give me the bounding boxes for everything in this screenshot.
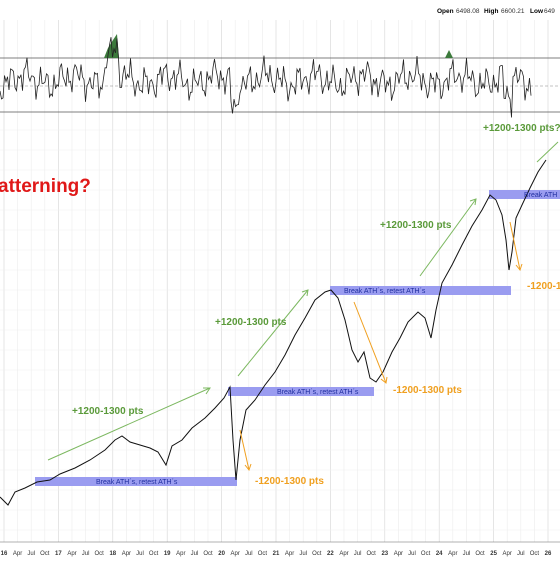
x-tick-label: Jul bbox=[517, 551, 525, 557]
x-tick-label: Apr bbox=[285, 551, 294, 557]
x-tick-label: Jul bbox=[354, 551, 362, 557]
x-tick-label: 25 bbox=[490, 551, 497, 557]
x-tick-label: Jul bbox=[299, 551, 307, 557]
x-tick-label: Oct bbox=[475, 551, 485, 557]
x-tick-label: Oct bbox=[203, 551, 213, 557]
loss-label: -1200-1300 pts bbox=[255, 476, 324, 487]
zone-label: Break ATH´s, retest ATH´s bbox=[344, 288, 426, 295]
indicator-line bbox=[0, 37, 532, 118]
x-tick-label: Apr bbox=[176, 551, 185, 557]
gain-label: +1200-1300 pts bbox=[72, 406, 144, 417]
x-tick-label: Apr bbox=[339, 551, 348, 557]
x-tick-label: 23 bbox=[381, 551, 388, 557]
low-label: Low bbox=[530, 8, 544, 15]
headline: atterning? bbox=[0, 176, 91, 197]
x-tick-label: 22 bbox=[327, 551, 334, 557]
x-tick-label: Jul bbox=[463, 551, 471, 557]
gain-label: +1200-1300 pts? bbox=[483, 123, 560, 134]
high-label: High bbox=[484, 8, 498, 15]
x-tick-label: Jul bbox=[245, 551, 253, 557]
x-tick-label: Apr bbox=[448, 551, 457, 557]
x-tick-label: Jul bbox=[408, 551, 416, 557]
high: 6600.21 bbox=[501, 8, 525, 15]
x-tick-label: 16 bbox=[1, 551, 8, 557]
open: 6498.08 bbox=[456, 8, 480, 15]
open-label: Open bbox=[437, 8, 454, 15]
x-tick-label: 21 bbox=[273, 551, 280, 557]
x-axis: 16 Apr Jul Oct 17 Apr Jul Oct 18 Apr Jul Oct 19 Apr Ju… bbox=[0, 541, 560, 557]
zone-box bbox=[489, 190, 560, 199]
x-tick-label: Jul bbox=[82, 551, 90, 557]
x-tick-label: Oct bbox=[149, 551, 159, 557]
price-line bbox=[0, 159, 547, 506]
x-tick-label: Apr bbox=[231, 551, 240, 557]
x-tick-label: Apr bbox=[67, 551, 76, 557]
x-tick-label: Oct bbox=[95, 551, 105, 557]
zone-label: Break ATH bbox=[524, 192, 557, 199]
x-tick-label: 24 bbox=[436, 551, 443, 557]
x-tick-label: 20 bbox=[218, 551, 225, 557]
overbought-fill bbox=[445, 50, 453, 58]
loss-label: -1200-1300 pts bbox=[393, 385, 462, 396]
loss-arrows bbox=[239, 221, 523, 472]
x-tick-label: Jul bbox=[27, 551, 35, 557]
x-tick-label: Oct bbox=[367, 551, 377, 557]
zone-label: Break ATH´s, retest ATH´s bbox=[277, 389, 359, 396]
x-tick-label: Apr bbox=[394, 551, 403, 557]
x-tick-label: Jul bbox=[191, 551, 199, 557]
x-tick-label: Oct bbox=[530, 551, 540, 557]
x-tick-label: Oct bbox=[258, 551, 268, 557]
loss-label: -1200-1300 pts bbox=[527, 281, 560, 292]
zone-label: Break ATH´s, retest ATH´s bbox=[96, 479, 178, 486]
x-tick-label: Apr bbox=[13, 551, 22, 557]
x-tick-label: 19 bbox=[164, 551, 171, 557]
gain-arrows bbox=[47, 141, 559, 461]
x-tick-label: Jul bbox=[136, 551, 144, 557]
x-tick-label: Oct bbox=[312, 551, 322, 557]
zone-box bbox=[35, 477, 237, 486]
x-tick-label: Oct bbox=[421, 551, 431, 557]
x-tick-label: 26 bbox=[545, 551, 552, 557]
x-tick-label: Apr bbox=[503, 551, 512, 557]
gain-label: +1200-1300 pts bbox=[215, 317, 287, 328]
x-tick-label: 17 bbox=[55, 551, 62, 557]
x-tick-label: Apr bbox=[122, 551, 131, 557]
grid bbox=[0, 20, 560, 542]
gain-label: +1200-1300 pts bbox=[380, 220, 452, 231]
zone-box bbox=[228, 387, 374, 396]
x-tick-label: Oct bbox=[40, 551, 50, 557]
zone-box bbox=[330, 286, 511, 295]
x-tick-label: 18 bbox=[109, 551, 116, 557]
low: 649 bbox=[544, 8, 555, 15]
